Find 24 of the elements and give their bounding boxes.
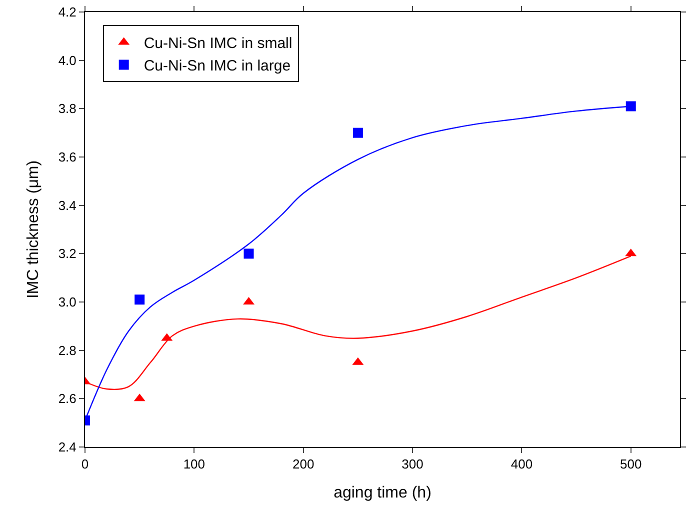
point bbox=[626, 101, 636, 112]
y-tick-label: 2.8 bbox=[58, 342, 76, 358]
x-tick-label: 500 bbox=[620, 456, 642, 472]
y-tick-label: 3.2 bbox=[58, 246, 76, 262]
y-tick-label: 4.2 bbox=[58, 4, 76, 20]
y-tick-label: 4.0 bbox=[58, 52, 76, 68]
legend-label: Cu-Ni-Sn IMC in large bbox=[144, 58, 291, 75]
legend-label: Cu-Ni-Sn IMC in small bbox=[144, 35, 292, 52]
y-axis-title: IMC thickness (μm) bbox=[25, 160, 42, 299]
point bbox=[352, 128, 363, 138]
x-axis-title: aging time (h) bbox=[334, 484, 432, 502]
y-tick-label: 3.6 bbox=[58, 150, 76, 165]
y-tick-label: 3.8 bbox=[58, 101, 76, 116]
x-tick-label: 400 bbox=[510, 456, 533, 472]
x-tick-label: 0 bbox=[81, 456, 89, 472]
x-tick-label: 300 bbox=[402, 456, 424, 472]
point bbox=[244, 248, 254, 259]
y-tick-label: 2.6 bbox=[58, 391, 76, 406]
x-tick-label: 100 bbox=[183, 456, 206, 472]
x-tick-label: 200 bbox=[292, 456, 314, 472]
point bbox=[134, 294, 145, 305]
y-tick-label: 3.0 bbox=[58, 294, 76, 310]
y-tick-label: 2.4 bbox=[58, 440, 76, 455]
y-tick-label: 3.4 bbox=[58, 198, 76, 213]
